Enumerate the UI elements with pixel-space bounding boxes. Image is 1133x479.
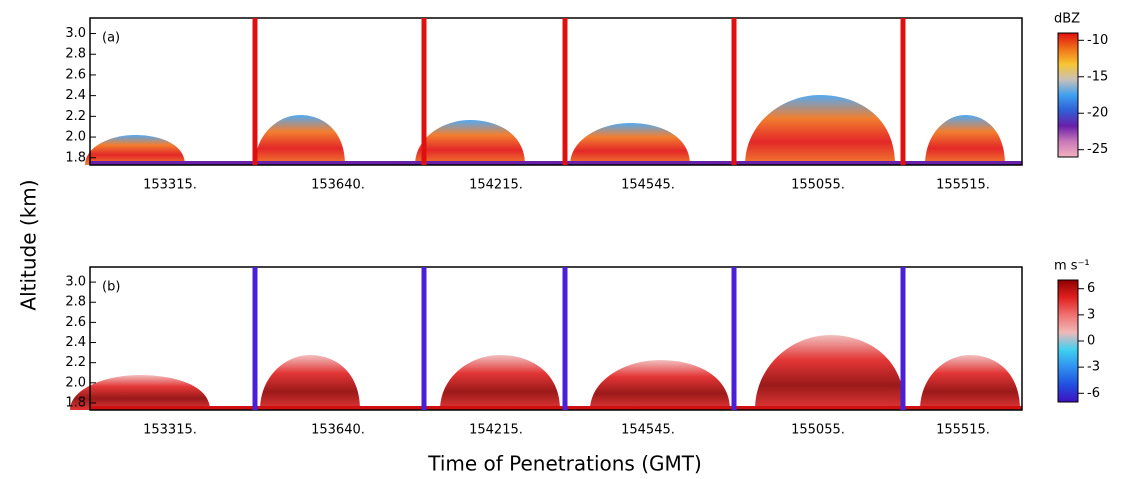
x-tick-label: 154215. xyxy=(469,178,523,193)
colorbar-tick-label: -15 xyxy=(1087,69,1108,84)
plot-frame xyxy=(89,266,1023,411)
colorbar-tick-label: -6 xyxy=(1087,386,1100,401)
colorbar xyxy=(1057,32,1079,158)
x-tick-label: 154545. xyxy=(621,423,675,438)
y-tick-label: 2.8 xyxy=(65,47,86,62)
divider xyxy=(421,267,427,410)
y-tick-label: 2.2 xyxy=(65,109,86,124)
colorbar-tick-label: 6 xyxy=(1087,281,1095,296)
y-tick-label: 1.8 xyxy=(65,150,86,165)
divider xyxy=(562,267,568,410)
echo xyxy=(415,120,525,165)
colorbar-tick-label: 3 xyxy=(1087,307,1095,322)
x-tick-label: 155515. xyxy=(936,423,990,438)
x-tick-label: 154545. xyxy=(621,178,675,193)
base-strip xyxy=(90,161,1022,165)
divider xyxy=(421,18,427,165)
base-strip xyxy=(90,406,1022,410)
x-tick-label: 155055. xyxy=(791,423,845,438)
x-tick-label: 155515. xyxy=(936,178,990,193)
colorbar-tick-label: -3 xyxy=(1087,360,1100,375)
colorbar-tick-label: -25 xyxy=(1087,142,1108,157)
y-tick-label: 2.2 xyxy=(65,355,86,370)
plot-frame xyxy=(89,17,1023,166)
divider xyxy=(562,18,568,165)
echo xyxy=(255,115,345,165)
x-tick-label: 153315. xyxy=(143,423,197,438)
y-tick-label: 3.0 xyxy=(65,275,86,290)
echo xyxy=(920,355,1020,410)
colorbar-tick-label: 0 xyxy=(1087,334,1095,349)
y-tick-label: 2.6 xyxy=(65,67,86,82)
colorbar-label: dBZ xyxy=(1054,12,1080,27)
echo xyxy=(85,135,185,165)
divider xyxy=(252,18,258,165)
echo xyxy=(745,95,895,165)
y-tick-label: 2.4 xyxy=(65,335,86,350)
y-tick-label: 2.0 xyxy=(65,375,86,390)
colorbar-tick-label: -20 xyxy=(1087,106,1108,121)
divider xyxy=(731,18,737,165)
y-tick-label: 2.6 xyxy=(65,315,86,330)
x-tick-label: 154215. xyxy=(469,423,523,438)
y-tick-label: 3.0 xyxy=(65,26,86,41)
x-axis-label: Time of Penetrations (GMT) xyxy=(427,452,702,476)
echo xyxy=(755,335,905,410)
colorbar-label: m s⁻¹ xyxy=(1054,259,1090,274)
divider xyxy=(900,267,906,410)
y-tick-label: 1.8 xyxy=(65,395,86,410)
colorbar-tick-label: -10 xyxy=(1087,33,1108,48)
y-axis-label: Altitude (km) xyxy=(17,179,41,310)
divider xyxy=(731,267,737,410)
x-tick-label: 153315. xyxy=(143,178,197,193)
echo xyxy=(70,375,210,410)
echo xyxy=(260,355,360,410)
y-tick-label: 2.8 xyxy=(65,295,86,310)
echo xyxy=(925,115,1005,165)
y-tick-label: 2.0 xyxy=(65,130,86,145)
panel-label: (b) xyxy=(102,280,120,295)
divider xyxy=(900,18,906,165)
x-tick-label: 153640. xyxy=(311,178,365,193)
echo xyxy=(570,123,690,165)
echo xyxy=(440,355,560,410)
y-tick-label: 2.4 xyxy=(65,88,86,103)
colorbar xyxy=(1057,279,1079,403)
panel-label: (a) xyxy=(102,31,120,46)
x-tick-label: 153640. xyxy=(311,423,365,438)
divider xyxy=(252,267,258,410)
x-tick-label: 155055. xyxy=(791,178,845,193)
echo xyxy=(590,360,730,410)
